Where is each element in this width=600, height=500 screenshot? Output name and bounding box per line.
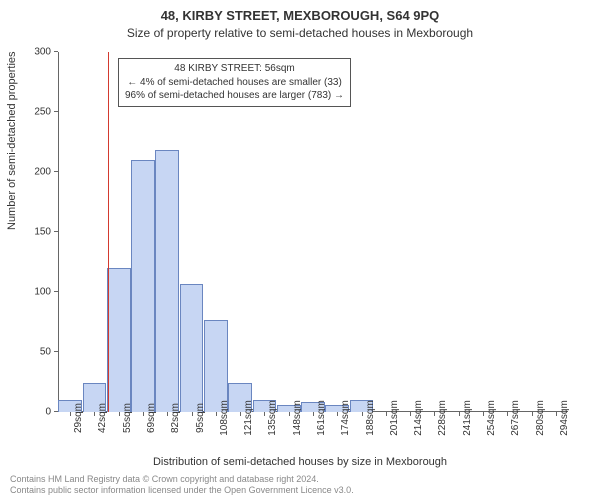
- histogram-bar: [107, 268, 131, 412]
- info-line-2: ← 4% of semi-detached houses are smaller…: [125, 76, 344, 90]
- y-tick-label: 0: [45, 407, 51, 418]
- footer-line-1: Contains HM Land Registry data © Crown c…: [10, 474, 354, 485]
- x-tick-label: 201sqm: [389, 400, 400, 436]
- info-line-1: 48 KIRBY STREET: 56sqm: [125, 62, 344, 76]
- x-tick-label: 254sqm: [486, 400, 497, 436]
- page-title: 48, KIRBY STREET, MEXBOROUGH, S64 9PQ: [0, 0, 600, 23]
- y-tick-label: 150: [34, 227, 51, 238]
- y-tick-label: 200: [34, 167, 51, 178]
- y-tick: [54, 231, 58, 232]
- x-tick: [556, 412, 557, 416]
- y-axis-line: [58, 52, 59, 412]
- histogram-bar: [155, 150, 179, 412]
- y-tick-label: 100: [34, 287, 51, 298]
- x-tick: [289, 412, 290, 416]
- x-tick: [362, 412, 363, 416]
- x-tick: [483, 412, 484, 416]
- x-tick: [94, 412, 95, 416]
- x-tick: [240, 412, 241, 416]
- x-axis-label: Distribution of semi-detached houses by …: [0, 456, 600, 468]
- x-tick-label: 280sqm: [535, 400, 546, 436]
- y-tick-label: 300: [34, 47, 51, 58]
- x-tick: [507, 412, 508, 416]
- footer-attribution: Contains HM Land Registry data © Crown c…: [10, 474, 354, 497]
- x-tick-label: 228sqm: [437, 400, 448, 436]
- x-tick: [532, 412, 533, 416]
- x-tick: [192, 412, 193, 416]
- x-tick: [264, 412, 265, 416]
- x-tick: [410, 412, 411, 416]
- x-tick-label: 188sqm: [365, 400, 376, 436]
- x-tick-label: 267sqm: [510, 400, 521, 436]
- y-tick: [54, 351, 58, 352]
- page-subtitle: Size of property relative to semi-detach…: [0, 23, 600, 40]
- y-tick: [54, 171, 58, 172]
- histogram-bar: [180, 284, 204, 412]
- y-tick: [54, 51, 58, 52]
- x-tick: [143, 412, 144, 416]
- histogram-bar: [204, 320, 228, 412]
- x-tick-label: 214sqm: [413, 400, 424, 436]
- y-tick-label: 250: [34, 107, 51, 118]
- x-tick: [216, 412, 217, 416]
- histogram-bar: [131, 160, 155, 412]
- info-line-3: 96% of semi-detached houses are larger (…: [125, 89, 344, 103]
- y-tick: [54, 291, 58, 292]
- x-tick-label: 241sqm: [462, 400, 473, 436]
- x-tick: [167, 412, 168, 416]
- x-tick: [337, 412, 338, 416]
- x-tick: [386, 412, 387, 416]
- x-tick: [70, 412, 71, 416]
- chart-plot-area: 05010015020025030029sqm42sqm55sqm69sqm82…: [58, 52, 568, 412]
- x-tick: [434, 412, 435, 416]
- x-tick-label: 294sqm: [559, 400, 570, 436]
- info-callout-box: 48 KIRBY STREET: 56sqm← 4% of semi-detac…: [118, 58, 351, 107]
- y-tick: [54, 111, 58, 112]
- footer-line-2: Contains public sector information licen…: [10, 485, 354, 496]
- x-tick: [119, 412, 120, 416]
- reference-vline: [108, 52, 109, 412]
- y-tick-label: 50: [40, 347, 51, 358]
- y-axis-label: Number of semi-detached properties: [6, 51, 18, 230]
- x-tick: [313, 412, 314, 416]
- x-tick: [459, 412, 460, 416]
